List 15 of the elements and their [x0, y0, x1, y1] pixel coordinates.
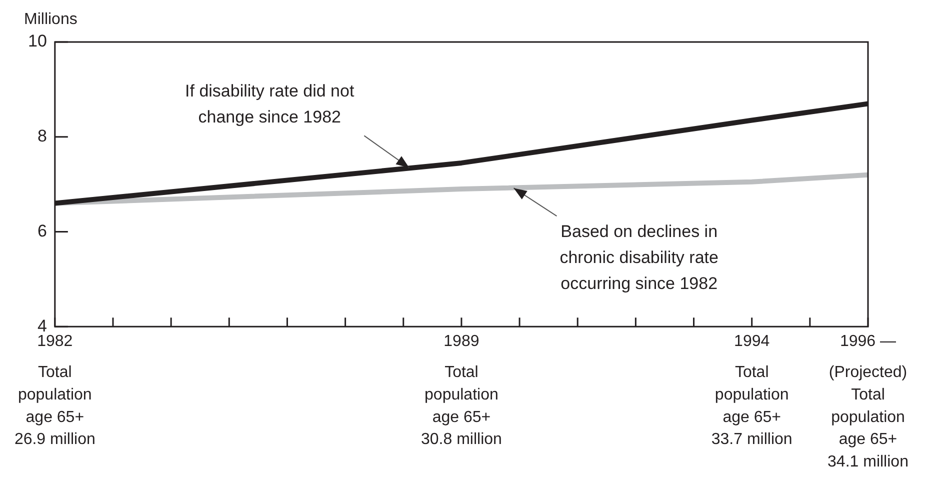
y-axis-title: Millions — [24, 11, 78, 28]
y-tick-label: 4 — [37, 316, 47, 336]
annotation: If disability rate did not change since 1982 — [185, 81, 354, 126]
x-tick-label: 1994 — [734, 333, 770, 350]
text: Total population age 65+ 30.8 million — [420, 364, 502, 448]
y-tick-label: 8 — [37, 126, 47, 146]
text: Total population age 65+ 26.9 million — [14, 364, 96, 448]
x-tick-label: 1996 — — [840, 333, 896, 350]
annotation: Based on declines in chronic disability rate occurring since 1982 — [560, 222, 718, 293]
x-tick-label: 1982 — [37, 333, 73, 350]
x-tick-label: 1989 — [444, 333, 480, 350]
text: Total population age 65+ 33.7 million — [711, 364, 792, 448]
text: (Projected) Total population age 65+ 34.1 million — [828, 364, 908, 471]
y-tick-label: 10 — [28, 32, 47, 51]
y-tick-label: 6 — [37, 221, 47, 240]
